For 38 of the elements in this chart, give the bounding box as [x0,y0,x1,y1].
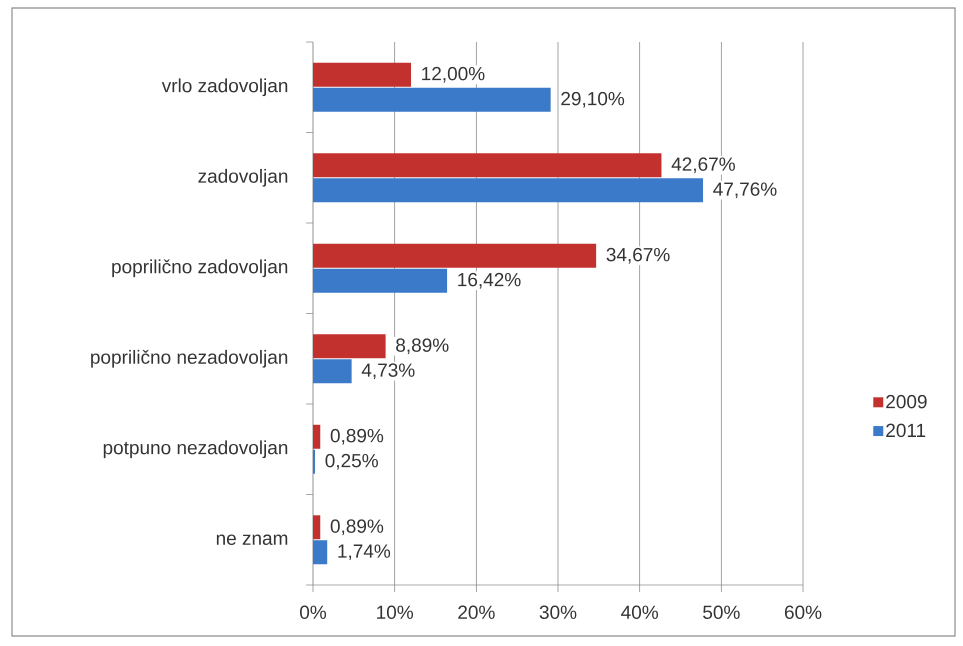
bar [313,424,320,449]
bar [313,515,320,540]
data-label: 34,67% [606,248,670,264]
data-label: 0,89% [330,428,384,445]
data-label: 1,74% [338,544,390,560]
bar [313,88,551,112]
data-label: 8,89% [396,338,448,354]
bar [313,540,328,564]
bar [313,359,352,384]
data-label: 12,00% [422,66,484,83]
data-label: 47,76% [713,182,776,198]
x-tick-label: 10% [377,606,413,619]
x-tick-label: 20% [458,606,495,619]
y-tick-label: ne znam [216,534,288,545]
y-tick-label: poprilično nezadovoljan [91,350,288,368]
data-label: 4,73% [362,363,415,380]
data-label: 0,25% [325,454,378,470]
y-tick-label: zadovoljan [198,168,288,187]
y-tick-label: potpuno nezadovoljan [104,440,288,458]
x-tick-label: 50% [703,606,740,619]
x-tick-label: 60% [784,606,822,619]
data-label: 29,10% [561,92,624,108]
data-label: 0,89% [330,519,384,536]
data-label: 42,67% [672,157,735,174]
x-tick-label: 40% [621,606,658,619]
bar [313,334,386,358]
bar [313,268,448,293]
y-tick-label: vrlo zadovoljan [162,78,288,96]
x-tick-label: 30% [540,606,576,619]
x-tick-label: 0% [300,606,326,619]
legend-label: 2011 [886,424,926,438]
bar [313,62,412,87]
bar [313,178,704,202]
y-tick-label: poprilično zadovoljan [112,259,288,278]
bar [313,244,596,268]
bar [313,153,662,178]
legend-label: 2009 [886,394,927,408]
data-label: 16,42% [458,272,521,289]
